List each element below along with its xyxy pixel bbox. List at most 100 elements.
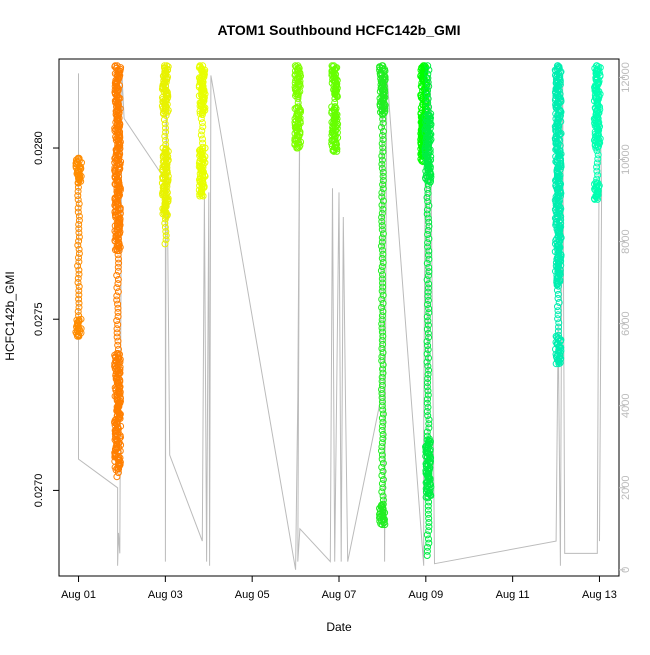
data-point xyxy=(379,119,387,127)
data-point xyxy=(74,274,82,282)
data-point xyxy=(378,209,386,217)
data-point xyxy=(75,299,83,307)
data-point xyxy=(423,358,431,366)
data-point xyxy=(114,276,122,283)
data-point xyxy=(425,539,433,547)
data-point xyxy=(378,324,386,332)
data-point xyxy=(75,216,83,224)
data-point xyxy=(75,295,83,303)
data-point xyxy=(73,316,81,324)
data-point xyxy=(113,292,121,300)
data-point xyxy=(199,108,207,116)
data-point xyxy=(114,300,122,308)
data-point xyxy=(379,340,387,348)
data-point xyxy=(379,132,386,139)
data-point xyxy=(593,62,601,70)
data-point xyxy=(378,373,386,381)
data-point xyxy=(378,201,386,209)
y2-tick-label: 12000 xyxy=(620,62,632,93)
data-point xyxy=(554,303,561,311)
series-6 xyxy=(328,62,342,155)
data-point xyxy=(162,236,170,244)
altitude-track-line xyxy=(78,71,603,570)
data-point xyxy=(113,271,121,279)
data-point xyxy=(425,255,433,263)
data-point xyxy=(75,237,83,245)
data-point xyxy=(329,63,337,71)
data-point xyxy=(423,552,431,559)
y-tick-label: 0.0270 xyxy=(33,474,45,508)
data-point xyxy=(112,151,120,159)
data-point xyxy=(75,212,83,220)
data-point xyxy=(379,431,387,438)
data-point xyxy=(554,315,562,323)
data-point xyxy=(379,271,386,279)
data-point xyxy=(378,328,386,336)
data-point xyxy=(424,214,432,222)
data-point xyxy=(424,288,432,296)
data-point xyxy=(423,350,431,358)
data-point xyxy=(379,259,387,266)
data-point xyxy=(378,345,386,352)
data-point xyxy=(378,156,386,164)
data-point xyxy=(114,263,122,271)
data-point xyxy=(379,205,387,213)
data-point xyxy=(427,110,435,118)
data-point xyxy=(425,527,433,535)
data-point xyxy=(74,241,82,249)
data-point xyxy=(162,228,170,235)
data-point xyxy=(75,200,83,208)
data-point xyxy=(111,351,119,359)
data-point xyxy=(116,366,124,374)
data-point xyxy=(113,296,121,304)
data-point xyxy=(379,467,387,475)
data-point xyxy=(423,194,431,201)
data-point xyxy=(379,144,387,152)
data-point xyxy=(424,111,432,119)
data-point xyxy=(198,145,206,153)
data-point xyxy=(377,267,385,275)
data-point xyxy=(423,338,431,345)
data-point xyxy=(75,154,83,162)
data-point xyxy=(74,279,82,286)
data-point xyxy=(379,283,387,291)
series-9 xyxy=(421,62,435,559)
data-point xyxy=(378,193,386,201)
data-point xyxy=(424,395,431,403)
data-point xyxy=(552,332,560,340)
data-point xyxy=(425,247,433,255)
data-point xyxy=(379,181,387,189)
data-point xyxy=(425,366,433,374)
data-point xyxy=(425,416,433,424)
data-point xyxy=(423,408,431,415)
data-point xyxy=(378,426,386,434)
series-4 xyxy=(195,62,209,200)
data-point xyxy=(554,62,562,70)
data-point xyxy=(425,535,432,543)
data-point xyxy=(379,418,387,426)
data-point xyxy=(378,488,386,496)
data-point xyxy=(378,439,386,447)
data-point xyxy=(425,218,433,226)
data-point xyxy=(594,63,602,71)
data-point xyxy=(115,259,123,267)
data-point xyxy=(75,229,83,237)
data-point xyxy=(424,74,432,82)
data-point xyxy=(379,185,387,193)
data-point xyxy=(424,272,432,280)
data-point xyxy=(378,386,385,393)
data-point xyxy=(162,128,170,136)
data-point xyxy=(162,232,170,240)
data-point xyxy=(378,295,386,303)
data-point xyxy=(555,319,563,327)
data-point xyxy=(75,270,83,278)
data-point xyxy=(379,197,387,205)
data-point xyxy=(424,251,432,259)
data-point xyxy=(378,62,386,70)
data-point xyxy=(424,99,432,107)
data-point xyxy=(591,119,599,127)
data-point xyxy=(378,189,386,197)
data-point xyxy=(75,287,83,295)
